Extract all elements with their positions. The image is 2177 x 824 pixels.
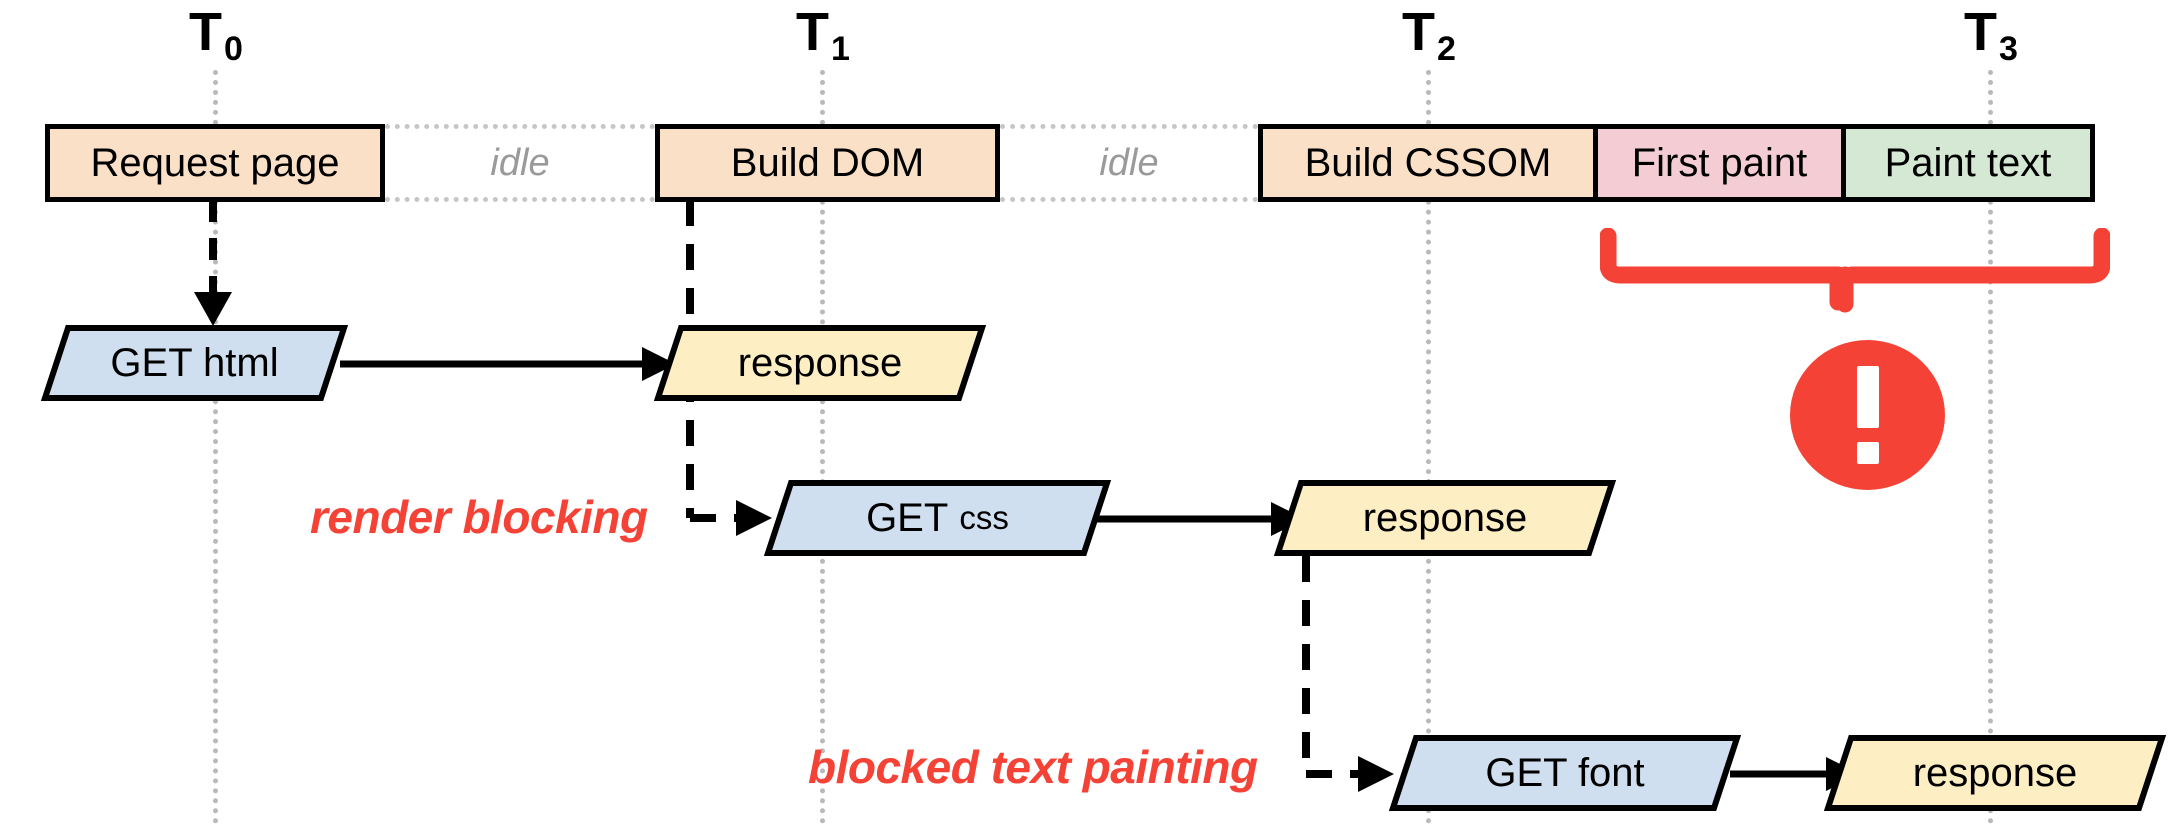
time-marker-t0: T0	[189, 2, 243, 66]
response-css[interactable]: response	[1273, 480, 1617, 556]
timeline-phase-build-cssom-label: Build CSSOM	[1304, 140, 1552, 185]
request-get-css-label: GET css	[765, 480, 1110, 556]
time-marker-t2-sub: 2	[1437, 30, 1456, 68]
time-marker-t1-sub: 1	[831, 30, 850, 68]
timeline-phase-build-dom[interactable]: Build DOM	[655, 124, 1000, 202]
connector-request-page-to-get-html	[194, 200, 232, 326]
request-get-font-label: GET font	[1485, 750, 1645, 795]
request-get-font[interactable]: GET font	[1388, 735, 1742, 811]
request-get-css-method: GET	[866, 495, 949, 540]
connector-response-css-to-get-font	[1302, 556, 1394, 792]
time-marker-t2-label: T	[1402, 2, 1436, 62]
request-get-html[interactable]: GET html	[40, 325, 349, 401]
timeline-phase-request-page-label: Request page	[90, 140, 340, 185]
annotation-render-blocking: render blocking	[310, 491, 648, 543]
time-marker-t1-label: T	[796, 2, 830, 62]
connector-get-html-to-response	[340, 347, 676, 381]
response-html[interactable]: response	[653, 325, 987, 401]
response-font[interactable]: response	[1823, 735, 2167, 811]
request-get-html-label: GET html	[110, 340, 279, 385]
time-guide-t1	[820, 70, 825, 824]
time-guide-t0	[213, 70, 218, 824]
response-css-label: response	[1362, 495, 1528, 540]
time-guide-t2	[1426, 70, 1431, 824]
timeline-phase-first-paint[interactable]: First paint	[1593, 124, 1846, 202]
time-marker-t3-sub: 3	[1999, 30, 2018, 68]
timeline-phase-paint-text[interactable]: Paint text	[1841, 124, 2095, 202]
time-marker-t0-sub: 0	[224, 30, 243, 68]
annotation-blocked-text-painting: blocked text painting	[808, 741, 1258, 793]
request-get-css-resource: css	[959, 499, 1009, 536]
exclamation-icon	[1856, 366, 1879, 464]
time-marker-t3-label: T	[1964, 2, 1998, 62]
response-font-label: response	[1912, 750, 2078, 795]
timeline-phase-build-cssom[interactable]: Build CSSOM	[1258, 124, 1598, 202]
time-marker-t3: T3	[1964, 2, 2018, 66]
timeline-phase-request-page[interactable]: Request page	[45, 124, 385, 202]
timeline-idle-2-label: idle	[1099, 141, 1159, 184]
warning-badge	[1790, 340, 1945, 490]
time-marker-t1: T1	[796, 2, 850, 66]
timeline-idle-1-label: idle	[490, 141, 550, 184]
timeline-idle-2: idle	[1000, 124, 1258, 202]
timeline-phase-paint-text-label: Paint text	[1884, 140, 2052, 185]
connector-build-dom-to-get-css	[686, 200, 772, 536]
timeline-phase-build-dom-label: Build DOM	[730, 140, 925, 185]
response-html-label: response	[737, 340, 903, 385]
request-get-css[interactable]: GET css	[763, 480, 1112, 556]
time-marker-t2: T2	[1402, 2, 1456, 66]
timeline-idle-1: idle	[385, 124, 655, 202]
time-marker-t0-label: T	[189, 2, 223, 62]
time-guide-t3	[1988, 70, 1993, 824]
timeline-phase-first-paint-label: First paint	[1631, 140, 1808, 185]
warning-bracket	[1600, 228, 2110, 313]
